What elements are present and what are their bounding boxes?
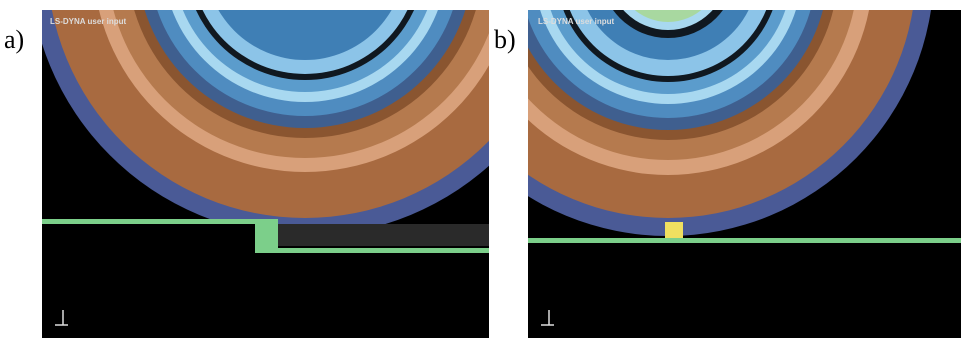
software-header: LS-DYNA user input [50, 17, 126, 26]
figure: a) b) LS-DYNA user input [0, 0, 961, 340]
panel-label: b) [494, 25, 516, 54]
software-header: LS-DYNA user input [538, 17, 614, 26]
panel-label: a) [4, 25, 24, 54]
